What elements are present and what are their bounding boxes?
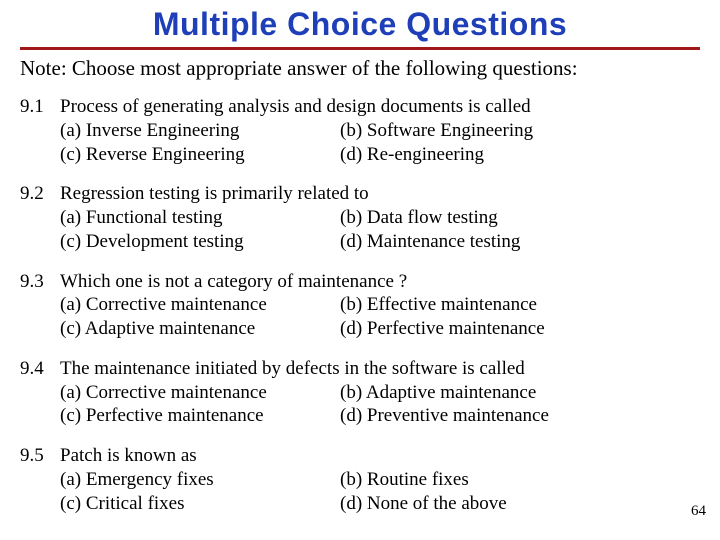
page: Multiple Choice Questions Note: Choose m…: [0, 0, 720, 540]
option-c: (c) Development testing: [60, 230, 340, 254]
option-a: (a) Corrective maintenance: [60, 381, 340, 405]
option-b: (b) Adaptive maintenance: [340, 381, 700, 405]
question-number: 9.4: [20, 357, 60, 428]
question-text: Which one is not a category of maintenan…: [60, 270, 700, 294]
option-a: (a) Corrective maintenance: [60, 293, 340, 317]
question-body: Patch is known as (a) Emergency fixes (b…: [60, 444, 700, 515]
question-block: 9.4 The maintenance initiated by defects…: [20, 357, 700, 428]
instruction-note: Note: Choose most appropriate answer of …: [20, 56, 700, 81]
option-d: (d) Perfective maintenance: [340, 317, 700, 341]
option-c: (c) Perfective maintenance: [60, 404, 340, 428]
option-b: (b) Data flow testing: [340, 206, 700, 230]
option-c: (c) Adaptive maintenance: [60, 317, 340, 341]
options-grid: (a) Functional testing (b) Data flow tes…: [60, 206, 700, 254]
options-grid: (a) Corrective maintenance (b) Effective…: [60, 293, 700, 341]
option-d: (d) Preventive maintenance: [340, 404, 700, 428]
option-d: (d) Re-engineering: [340, 143, 700, 167]
question-block: 9.1 Process of generating analysis and d…: [20, 95, 700, 166]
question-block: 9.5 Patch is known as (a) Emergency fixe…: [20, 444, 700, 515]
question-number: 9.1: [20, 95, 60, 166]
question-body: The maintenance initiated by defects in …: [60, 357, 700, 428]
option-d: (d) None of the above: [340, 492, 700, 516]
option-a: (a) Inverse Engineering: [60, 119, 340, 143]
question-text: The maintenance initiated by defects in …: [60, 357, 700, 381]
option-c: (c) Reverse Engineering: [60, 143, 340, 167]
question-number: 9.3: [20, 270, 60, 341]
option-c: (c) Critical fixes: [60, 492, 340, 516]
option-a: (a) Emergency fixes: [60, 468, 340, 492]
question-text: Regression testing is primarily related …: [60, 182, 700, 206]
page-number: 64: [691, 503, 706, 520]
option-a: (a) Functional testing: [60, 206, 340, 230]
option-b: (b) Effective maintenance: [340, 293, 700, 317]
question-body: Regression testing is primarily related …: [60, 182, 700, 253]
question-body: Which one is not a category of maintenan…: [60, 270, 700, 341]
option-d: (d) Maintenance testing: [340, 230, 700, 254]
question-block: 9.2 Regression testing is primarily rela…: [20, 182, 700, 253]
question-body: Process of generating analysis and desig…: [60, 95, 700, 166]
question-text: Patch is known as: [60, 444, 700, 468]
options-grid: (a) Inverse Engineering (b) Software Eng…: [60, 119, 700, 167]
options-grid: (a) Emergency fixes (b) Routine fixes (c…: [60, 468, 700, 516]
question-block: 9.3 Which one is not a category of maint…: [20, 270, 700, 341]
option-b: (b) Routine fixes: [340, 468, 700, 492]
question-number: 9.5: [20, 444, 60, 515]
page-title: Multiple Choice Questions: [20, 6, 700, 50]
question-text: Process of generating analysis and desig…: [60, 95, 700, 119]
option-b: (b) Software Engineering: [340, 119, 700, 143]
question-number: 9.2: [20, 182, 60, 253]
options-grid: (a) Corrective maintenance (b) Adaptive …: [60, 381, 700, 429]
